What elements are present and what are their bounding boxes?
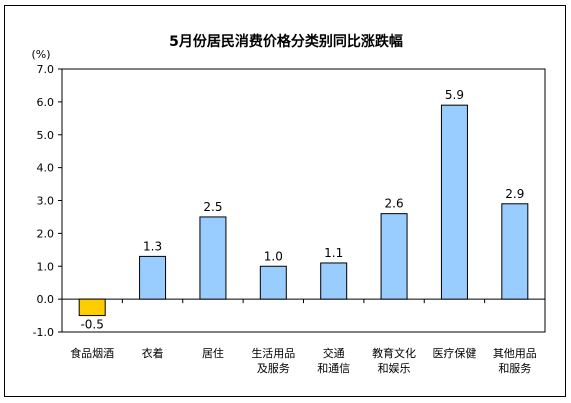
- x-tick-label: 医疗保健: [432, 346, 476, 360]
- y-tick-label: 7.0: [37, 63, 55, 76]
- bar: [440, 104, 468, 300]
- bar: [320, 262, 348, 300]
- data-label: 1.1: [324, 246, 343, 260]
- y-unit-label: (%): [31, 48, 50, 61]
- y-tick-label: 0.0: [37, 293, 55, 306]
- x-tick-label: 食品烟酒: [70, 346, 114, 360]
- bar: [139, 255, 167, 300]
- data-label: 2.6: [385, 197, 404, 211]
- plot-area-border: [61, 68, 546, 333]
- bar: [380, 213, 408, 300]
- y-tick-label: 4.0: [37, 162, 55, 175]
- data-label: -0.5: [80, 318, 103, 332]
- x-tick-label: 及服务: [257, 362, 290, 375]
- bar: [199, 216, 227, 300]
- y-tick-label: -1.0: [33, 326, 54, 339]
- data-label: 1.0: [264, 249, 283, 263]
- y-tick-label: 6.0: [37, 96, 55, 109]
- data-label: 2.5: [203, 200, 222, 214]
- x-tick-label: 居住: [202, 346, 224, 360]
- x-tick-label: 其他用品: [493, 347, 537, 360]
- bar: [501, 203, 529, 300]
- bar: [259, 265, 287, 300]
- y-tick-label: 5.0: [37, 129, 55, 142]
- x-tick-label: 衣着: [142, 346, 164, 360]
- axes: -1.0 0.0 1.0 2.0 3.0 4.0 5.0 6.0 7.0: [33, 63, 546, 339]
- x-tick-label: 和通信: [317, 362, 350, 375]
- x-tick-label: 交通: [323, 346, 345, 360]
- chart-frame: 5月份居民消费价格分类别同比涨跌幅 (%) -1.0 0.0 1.0 2.0 3.0 4.…: [4, 5, 566, 397]
- data-label: 2.9: [505, 187, 524, 201]
- y-tick-label: 2.0: [37, 227, 55, 240]
- data-labels: -0.5 1.3 2.5 1.0 1.1 2.6 5.9 2.9: [80, 88, 524, 331]
- x-tick-label: 生活用品: [251, 346, 295, 360]
- x-tick-label: 和服务: [498, 362, 531, 375]
- bar-chart: 5月份居民消费价格分类别同比涨跌幅 (%) -1.0 0.0 1.0 2.0 3.0 4.…: [31, 33, 546, 375]
- x-tick-label: 教育文化: [372, 346, 416, 360]
- y-tick-label: 3.0: [37, 195, 55, 208]
- y-tick-label: 1.0: [37, 260, 55, 273]
- bar: [78, 298, 106, 317]
- bars: [78, 104, 529, 317]
- chart-title: 5月份居民消费价格分类别同比涨跌幅: [169, 33, 403, 50]
- data-label: 1.3: [143, 239, 162, 253]
- data-label: 5.9: [445, 88, 464, 102]
- x-tick-label: 和娱乐: [378, 361, 411, 375]
